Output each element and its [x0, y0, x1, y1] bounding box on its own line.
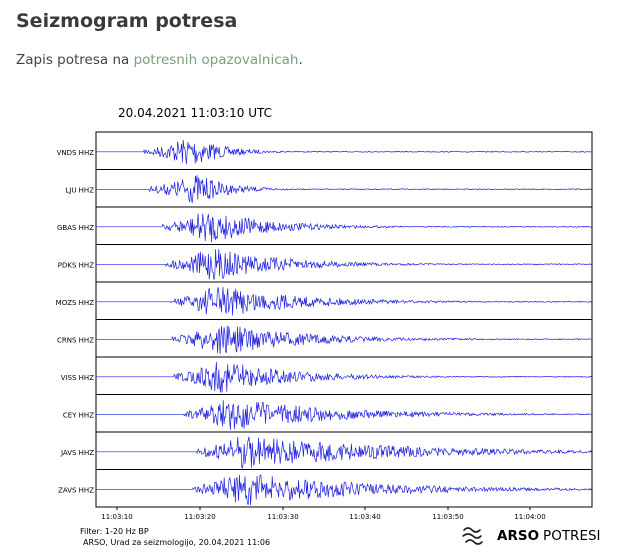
panel-frame: [95, 281, 593, 320]
station-label: VNDS HHZ: [57, 149, 95, 157]
station-panel: VNDS HHZ: [57, 131, 593, 170]
station-label: CRNS HHZ: [57, 336, 94, 344]
waveform-trace: [96, 287, 593, 316]
panel-frame: [95, 319, 593, 358]
station-label: MOZS HHZ: [56, 299, 95, 307]
waveform-trace: [96, 400, 592, 430]
panel-frame: [95, 356, 593, 395]
station-label: PDKS HHZ: [58, 261, 94, 269]
station-panel: PDKS HHZ: [58, 244, 593, 283]
seismogram-panels: VNDS HHZ LJU HHZ GBAS HHZ PDKS HHZ MOZS HHZ C…: [56, 131, 593, 508]
logo-light: POTRESI: [543, 528, 600, 544]
intro-text: Zapis potresa na potresnih opazovalnicah…: [16, 52, 303, 68]
waveform-trace: [96, 325, 592, 355]
station-label: JAVS HHZ: [60, 449, 94, 457]
arso-logo-text: ARSO POTRESI: [497, 528, 601, 544]
panel-frame: [95, 394, 593, 433]
time-tick-label: 11:03:10: [101, 513, 132, 521]
time-tick-label: 11:04:00: [514, 513, 545, 521]
station-panel: MOZS HHZ: [56, 281, 593, 320]
waveform-trace: [96, 436, 592, 469]
panel-frame: [95, 431, 593, 470]
waveform-trace: [96, 474, 592, 506]
station-label: LJU HHZ: [65, 186, 94, 194]
waveform-trace: [96, 249, 592, 280]
station-label: CEY HHZ: [63, 411, 94, 419]
time-tick-label: 11:03:20: [184, 513, 215, 521]
station-panel: CRNS HHZ: [57, 319, 593, 358]
intro-suffix: .: [298, 52, 303, 68]
waveform-trace: [96, 139, 592, 164]
panel-frame: [95, 244, 593, 283]
intro-prefix: Zapis potresa na: [16, 52, 134, 68]
time-tick-label: 11:03:50: [432, 513, 463, 521]
station-panel: VISS HHZ: [61, 356, 593, 395]
panel-frame: [95, 169, 593, 208]
station-label: ZAVS HHZ: [58, 486, 94, 494]
time-tick-label: 11:03:40: [349, 513, 380, 521]
page-title: Seizmogram potresa: [16, 10, 238, 32]
arso-logo: ARSO POTRESI: [462, 527, 601, 545]
logo-bold: ARSO: [497, 528, 539, 544]
station-panel: CEY HHZ: [63, 394, 593, 433]
arso-wave-icon: [462, 527, 483, 545]
waveform-trace: [96, 362, 592, 393]
station-label: GBAS HHZ: [57, 224, 94, 232]
seismogram-datetime: 20.04.2021 11:03:10 UTC: [118, 106, 272, 120]
station-panel: JAVS HHZ: [60, 431, 593, 470]
filter-note: Filter: 1-20 Hz BP: [80, 527, 149, 536]
stations-link[interactable]: potresnih opazovalnicah: [133, 52, 299, 68]
waveform-trace: [96, 175, 592, 204]
station-label: VISS HHZ: [61, 374, 94, 382]
time-axis: 11:03:10 11:03:20 11:03:30 11:03:40 11:03:50…: [101, 507, 546, 521]
waveform-trace: [96, 213, 592, 243]
credit-note: ARSO, Urad za seizmologijo, 20.04.2021 1…: [83, 538, 270, 547]
station-panel: ZAVS HHZ: [58, 469, 593, 508]
station-panel: LJU HHZ: [65, 169, 593, 208]
station-panel: GBAS HHZ: [57, 206, 593, 245]
time-tick-label: 11:03:30: [267, 513, 298, 521]
